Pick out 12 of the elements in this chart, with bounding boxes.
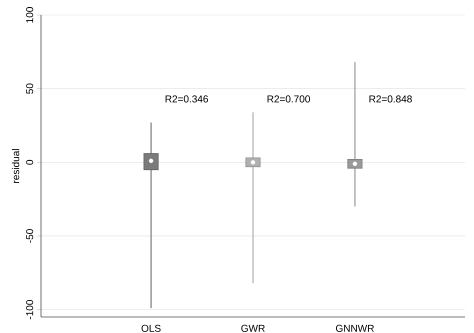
- y-tick-label: 100: [26, 7, 34, 23]
- x-tick-label: OLS: [142, 324, 161, 332]
- y-tick-label: 0: [26, 160, 34, 165]
- annotation: R2=0.700: [268, 95, 310, 103]
- y-tick-label: 50: [26, 83, 34, 94]
- x-tick-label: GWR: [241, 324, 265, 332]
- y-axis-title: residual: [12, 149, 20, 183]
- y-tick-label: -50: [26, 229, 34, 243]
- annotation: R2=0.346: [166, 95, 208, 103]
- x-tick-label: GNNWR: [336, 324, 374, 332]
- annotation: R2=0.848: [369, 95, 412, 103]
- y-tick-label: -100: [26, 300, 34, 320]
